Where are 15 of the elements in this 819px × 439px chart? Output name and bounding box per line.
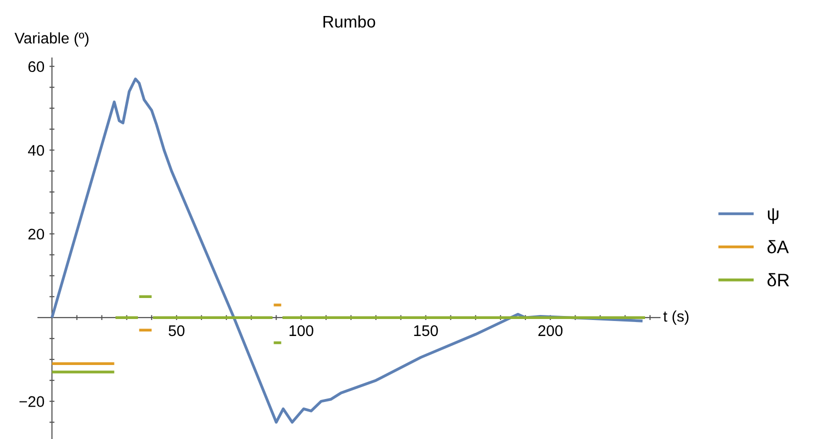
y-axis-title: Variable (º) bbox=[14, 32, 88, 47]
y-tick-label: 60 bbox=[28, 61, 44, 72]
y-tick-label: −20 bbox=[20, 396, 44, 408]
x-tick-label: 150 bbox=[414, 325, 438, 336]
x-tick-label: 200 bbox=[538, 325, 562, 336]
y-tick-label: 40 bbox=[28, 144, 44, 156]
x-axis-title: t (s) bbox=[663, 310, 688, 325]
y-tick-label: 20 bbox=[28, 228, 44, 240]
legend-label: ψ bbox=[768, 208, 778, 224]
x-tick-label: 50 bbox=[168, 325, 184, 336]
legend-label: δA bbox=[767, 240, 789, 254]
line-series bbox=[50, 78, 644, 424]
x-tick-label: 100 bbox=[290, 325, 314, 336]
legend-label: δR bbox=[767, 273, 789, 286]
chart-title: Rumbo bbox=[324, 15, 376, 28]
